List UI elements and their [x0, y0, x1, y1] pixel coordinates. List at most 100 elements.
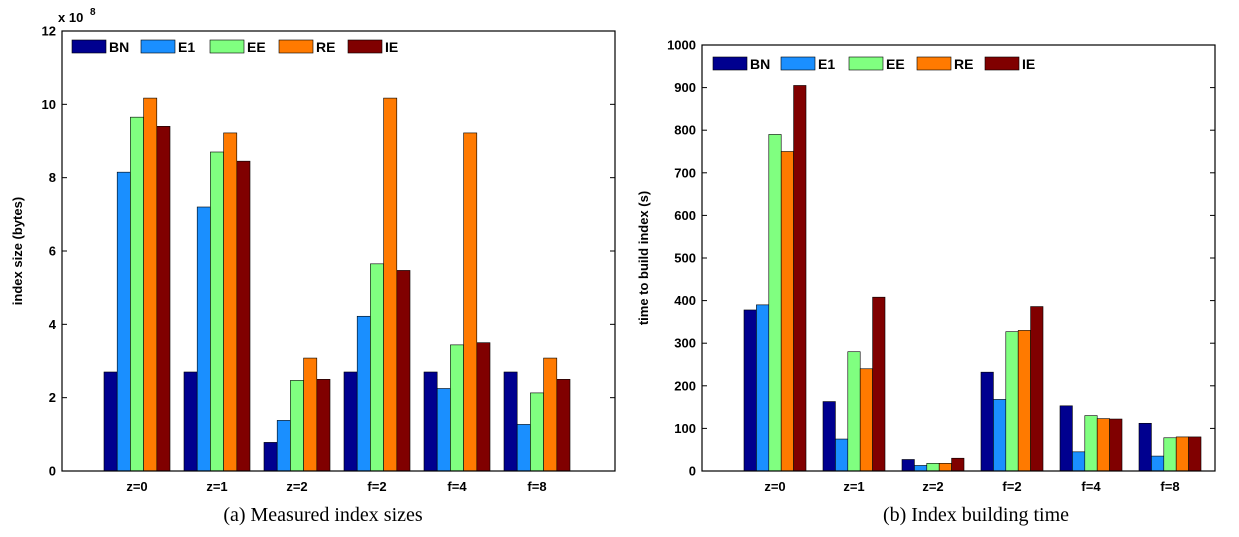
bar-e1-f2 [356, 315, 371, 472]
legend-swatch-re [916, 56, 952, 71]
caption: (b) Index building time [883, 504, 1069, 526]
legend-swatch-ee [848, 56, 884, 71]
bar-re-z0 [143, 97, 158, 472]
y-tick-label: 300 [674, 336, 696, 351]
bar-bn-f4 [1059, 405, 1073, 472]
plot-frame [701, 44, 1216, 472]
bar-ie-z0 [793, 85, 807, 472]
bar-ee-f4 [1084, 415, 1098, 472]
y-tick-label: 700 [674, 165, 696, 180]
bar-re-z2 [303, 357, 318, 472]
y-tick-label: 1000 [667, 38, 696, 53]
legend-swatch-ie [984, 56, 1020, 71]
y-tick-label: 4 [49, 317, 57, 332]
legend-swatch-bn [71, 39, 107, 54]
legend-label-bn: BN [109, 39, 129, 55]
bar-ee-z2 [290, 380, 304, 472]
y-tick-label: 0 [49, 464, 56, 479]
bar-ie-f4 [1109, 418, 1123, 472]
bar-e1-f8 [516, 424, 531, 472]
bar-ie-z2 [951, 457, 965, 472]
legend: BN E1 EE RE IE [71, 39, 398, 55]
bar-ie-z2 [316, 379, 331, 472]
legend-swatch-e1 [140, 39, 176, 54]
bar-bn-z1 [183, 371, 198, 472]
x-tick-label: f=8 [527, 479, 546, 494]
bar-ee-z1 [210, 151, 224, 472]
bar-bn-z2 [263, 442, 278, 472]
bar-e1-z2 [276, 420, 291, 472]
bar-re-z1 [859, 368, 873, 472]
bar-ie-f8 [556, 379, 571, 472]
x-tick-label: f=2 [1002, 479, 1021, 494]
y-exponent-base: x 10 [58, 10, 83, 25]
bars [103, 97, 571, 472]
x-tick-labels: z=0 z=1 z=2 f=2 f=4 f=8 [126, 479, 546, 494]
bar-ie-z0 [156, 126, 171, 472]
x-tick-label: f=8 [1160, 479, 1179, 494]
bar-re-f8 [543, 357, 558, 472]
bar-bn-f8 [1138, 422, 1152, 472]
bar-ie-f2 [396, 270, 411, 472]
bar-re-f2 [1017, 330, 1031, 472]
x-tick-label: z=1 [206, 479, 227, 494]
bar-re-z0 [780, 151, 794, 472]
bar-ie-z1 [236, 160, 251, 472]
bar-bn-z2 [901, 459, 915, 472]
bar-bn-f2 [980, 371, 994, 472]
y-axis-label: time to build index (s) [636, 191, 651, 325]
x-tick-label: f=4 [447, 479, 467, 494]
y-tick-label: 900 [674, 80, 696, 95]
legend-label-e1: E1 [818, 56, 835, 72]
x-tick-label: z=2 [922, 479, 943, 494]
bar-ie-f2 [1030, 306, 1044, 472]
y-ticks: 0 100 200 300 400 500 600 700 800 900 1000 [667, 38, 1215, 479]
caption: (a) Measured index sizes [223, 504, 423, 526]
bar-e1-f4 [436, 388, 451, 472]
legend: BN E1 EE RE IE [712, 56, 1035, 72]
x-tick-labels: z=0 z=1 z=2 f=2 f=4 f=8 [764, 479, 1179, 494]
y-tick-label: 800 [674, 123, 696, 138]
bar-bn-z0 [103, 371, 118, 472]
chart-index-sizes: 0 2 4 6 8 10 12 z=0 z=1 z=2 f=2 f=4 f=8 index size … [10, 7, 616, 526]
y-tick-label: 12 [42, 24, 56, 39]
y-tick-label: 400 [674, 293, 696, 308]
y-tick-label: 10 [42, 97, 56, 112]
x-tick-label: f=2 [367, 479, 386, 494]
bar-bn-z0 [743, 309, 757, 472]
bar-bn-f4 [423, 371, 438, 472]
x-tick-label: z=0 [764, 479, 785, 494]
y-tick-label: 2 [49, 390, 56, 405]
bar-re-f4 [463, 132, 478, 472]
x-tick-label: z=0 [126, 479, 147, 494]
bar-bn-z1 [822, 401, 836, 472]
bar-e1-f2 [993, 399, 1007, 472]
bar-e1-f8 [1151, 455, 1165, 472]
bar-re-f2 [383, 97, 398, 472]
y-exponent-power: 8 [90, 7, 96, 18]
legend-label-ee: EE [886, 56, 905, 72]
bar-ie-z1 [872, 296, 886, 472]
bar-bn-f8 [503, 371, 518, 472]
bar-e1-z1 [196, 206, 211, 472]
legend-swatch-re [278, 39, 314, 54]
legend-label-e1: E1 [178, 39, 195, 55]
x-tick-label: f=4 [1081, 479, 1101, 494]
bar-ee-z1 [847, 351, 861, 472]
bar-e1-z0 [756, 304, 770, 472]
legend-label-ee: EE [247, 39, 266, 55]
y-tick-label: 6 [49, 244, 56, 259]
legend-label-ie: IE [1022, 56, 1035, 72]
legend-label-re: RE [954, 56, 973, 72]
x-tick-label: z=1 [843, 479, 864, 494]
bar-re-f4 [1096, 418, 1110, 472]
bar-ee-f4 [450, 344, 464, 472]
legend-swatch-e1 [780, 56, 816, 71]
bar-bn-f2 [343, 371, 358, 472]
bar-re-z2 [938, 463, 952, 472]
bar-ee-f8 [530, 392, 544, 472]
y-tick-label: 8 [49, 170, 56, 185]
plot-frame [61, 30, 616, 472]
legend-swatch-bn [712, 56, 748, 71]
